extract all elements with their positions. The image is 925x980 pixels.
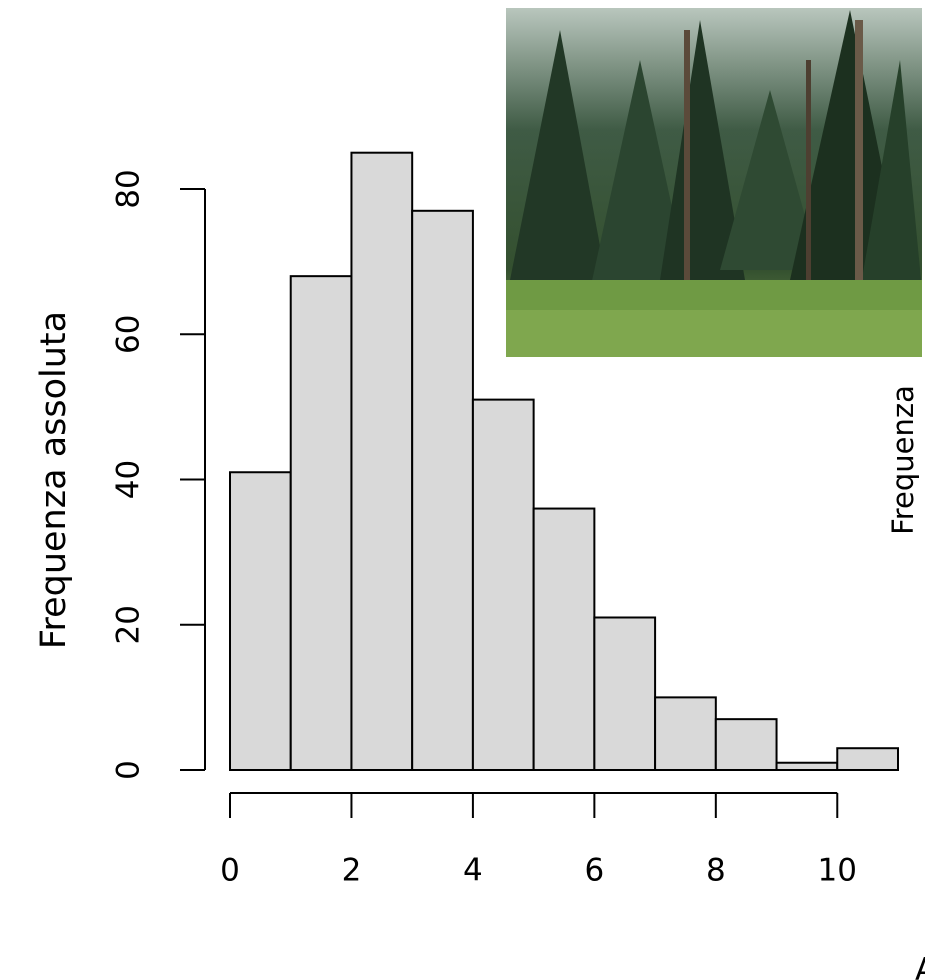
y-tick-label: 40: [111, 460, 147, 499]
bar: [350, 151, 414, 771]
bar: [775, 761, 839, 772]
y-tick-label: 80: [111, 169, 147, 208]
bar: [289, 275, 353, 771]
x-tick-label: 0: [220, 853, 240, 889]
corner-label: A: [915, 952, 925, 980]
y-tick-label: 60: [111, 315, 147, 354]
bar: [593, 616, 657, 772]
bar: [471, 398, 535, 771]
x-tick-label: 10: [818, 853, 857, 889]
x-tick-label: 8: [706, 853, 726, 889]
y-tick-label: 20: [111, 605, 147, 644]
x-tick-label: 6: [584, 853, 604, 889]
bar: [836, 747, 899, 772]
bar: [654, 696, 717, 771]
x-tick-label: 2: [342, 853, 362, 889]
x-tick-label: 4: [463, 853, 483, 889]
bar: [229, 471, 292, 771]
forest-photo: [506, 8, 922, 357]
bar: [532, 507, 596, 771]
bar: [411, 209, 474, 771]
bar: [714, 718, 778, 771]
side-label: Frequenza: [886, 385, 920, 535]
y-axis-label: Frequenza assoluta: [34, 311, 74, 649]
y-tick-label: 0: [111, 760, 147, 780]
